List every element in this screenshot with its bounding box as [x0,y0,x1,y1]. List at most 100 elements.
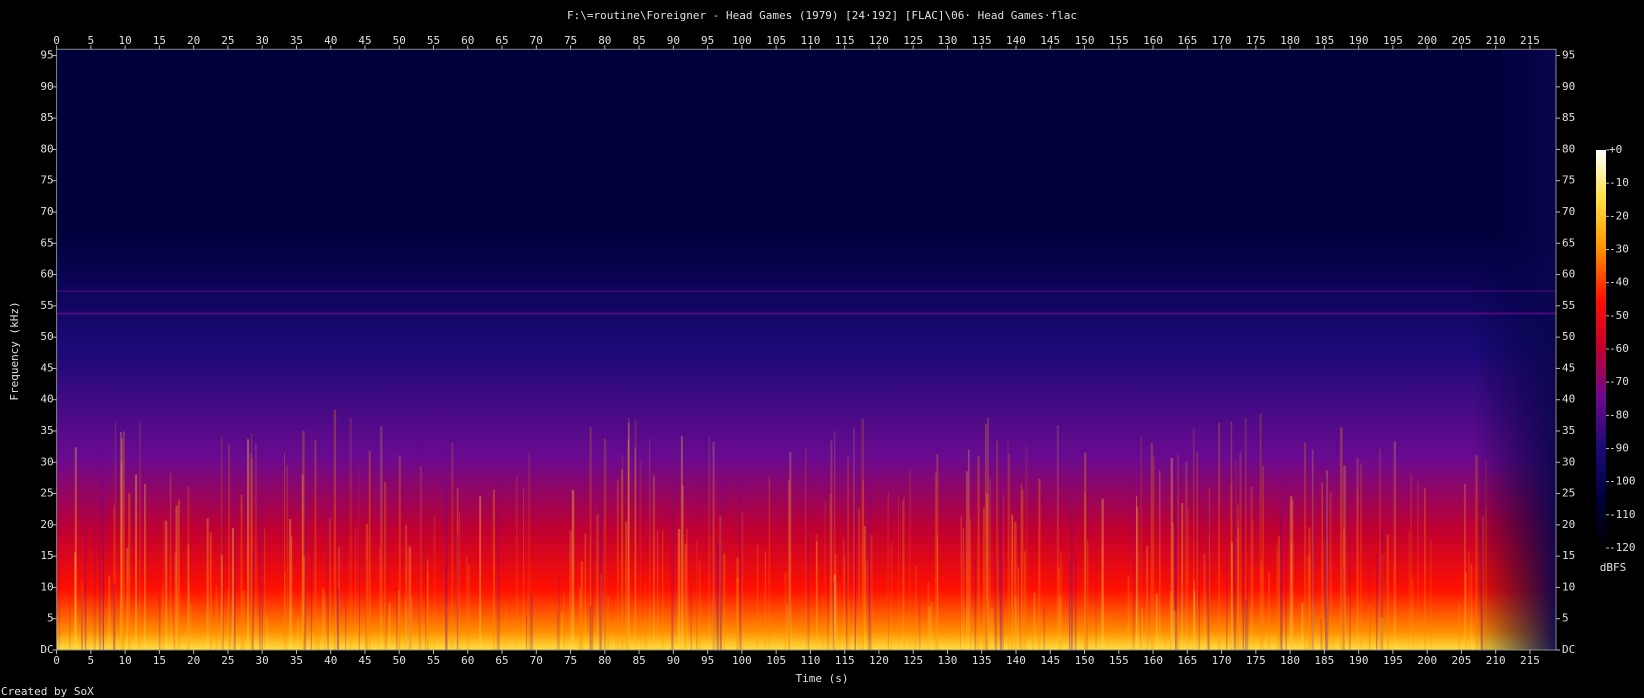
x-tick-label: 85 [632,34,645,47]
streak [604,540,606,650]
y-tick-label: 5 [47,612,54,625]
streak [419,466,422,650]
streak [589,426,592,650]
streak [355,526,357,650]
streak [848,602,850,650]
streak [628,422,630,650]
streak [1410,473,1412,650]
x-tick-label: 65 [495,654,508,667]
streak [261,500,263,650]
streak [1032,619,1035,650]
x-tick-label: 165 [1177,654,1197,667]
streak [1141,608,1143,650]
streak [1244,599,1247,650]
y-tick-label: 35 [1562,424,1575,437]
streak [1084,491,1087,650]
streak [264,528,266,650]
streak [1146,545,1149,650]
streak [1172,522,1174,650]
streak [1174,415,1178,650]
streak [830,440,833,650]
streak [251,433,253,650]
streak [1101,544,1104,650]
streak [644,580,647,650]
streak [844,555,846,650]
y-tick-label: 60 [40,268,53,281]
streak [625,521,628,650]
spectrogram-texture [58,409,1487,650]
streak [870,534,873,650]
streak [853,427,855,650]
y-tick-label: DC [1562,643,1575,656]
x-tick-label: 120 [869,34,889,47]
chart-title: F:\=routine\Foreigner - Head Games (1979… [567,9,1077,22]
x-tick-label: 210 [1486,654,1506,667]
x-tick-label: 165 [1177,34,1197,47]
streak [1259,413,1262,650]
streak [408,546,412,650]
streak [1226,552,1228,650]
streak [1193,579,1195,650]
streak [1429,540,1432,650]
y-tick-label: 85 [1562,111,1575,124]
streak [126,547,129,650]
x-tick-label: 105 [766,654,786,667]
streak [69,591,71,650]
streak [328,518,332,650]
streak [580,561,584,650]
streak [231,568,235,650]
streak [398,455,401,650]
x-tick-label: 210 [1486,34,1506,47]
x-tick-label: 50 [393,654,406,667]
streak [1379,448,1382,650]
streak [1234,466,1237,650]
streak [1291,499,1294,650]
streak [982,507,985,650]
streak [1380,527,1384,650]
streak [788,414,791,650]
streak [1208,533,1210,650]
x-tick-label: 35 [290,34,303,47]
streak [327,504,329,650]
streak [227,587,230,650]
colorbar-tick-label: +0 [1609,143,1622,156]
streak [496,455,499,650]
streak [832,580,835,650]
y-tick-label: 30 [1562,455,1575,468]
streak [1014,597,1017,650]
streak [1169,591,1173,650]
x-tick-label: 130 [938,654,958,667]
streak [834,586,837,650]
streak [1208,488,1211,650]
streak [960,516,963,650]
y-tick-label: 10 [1562,580,1575,593]
streak [788,480,790,650]
streak [1056,424,1059,650]
streak [496,618,499,650]
streak [887,512,889,650]
x-tick-label: 45 [358,34,371,47]
streak [265,616,268,650]
x-tick-label: 205 [1451,654,1471,667]
streak [1192,428,1195,650]
streak [290,536,293,650]
streak [969,518,971,650]
streak [723,553,726,650]
streak [684,543,687,650]
streak [999,485,1002,650]
streak [897,496,900,650]
streak [1207,496,1210,650]
streak [1285,456,1287,650]
streak [627,418,630,650]
x-tick-label: 215 [1520,654,1540,667]
streak [1324,474,1328,650]
streak [1018,482,1021,650]
streak [505,600,507,650]
hum-line [56,290,1557,292]
streak [404,597,406,650]
streak [515,475,518,650]
x-tick-label: 190 [1349,34,1369,47]
streak [600,573,602,650]
streak [834,553,837,650]
x-tick-label: 150 [1075,654,1095,667]
